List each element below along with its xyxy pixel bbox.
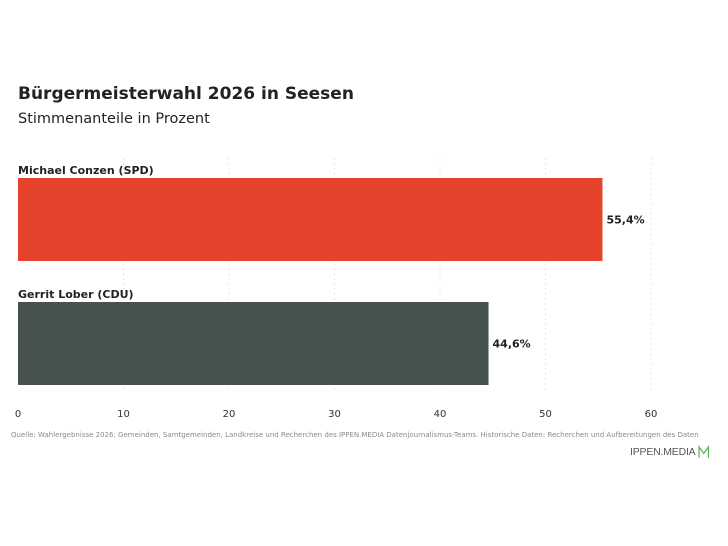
- value-label: 44,6%: [493, 338, 531, 351]
- x-tick-label: 10: [117, 409, 130, 420]
- category-label: Gerrit Lober (CDU): [18, 288, 134, 301]
- category-label: Michael Conzen (SPD): [18, 164, 154, 177]
- bar-chart: Michael Conzen (SPD) 55,4% Gerrit Lober (C…: [15, 158, 658, 420]
- x-tick-label: 20: [223, 409, 236, 420]
- x-tick-label: 60: [645, 409, 658, 420]
- bar: [18, 178, 603, 261]
- bar: [18, 302, 489, 385]
- x-tick-label: 40: [434, 409, 447, 420]
- logo-wordmark: IPPEN.MEDIA: [630, 446, 696, 458]
- chart-subtitle: Stimmenanteile in Prozent: [18, 111, 210, 127]
- chart-title: Bürgermeisterwahl 2026 in Seesen: [18, 84, 354, 104]
- source-note: Quelle: Wahlergebnisse 2026: Gemeinden, …: [11, 431, 699, 439]
- x-tick-label: 50: [539, 409, 552, 420]
- x-tick-label: 30: [328, 409, 341, 420]
- brand-logo: IPPEN.MEDIA: [630, 442, 710, 462]
- value-label: 55,4%: [606, 214, 644, 227]
- x-tick-label: 0: [15, 409, 21, 420]
- ippen-m-icon: [698, 445, 710, 458]
